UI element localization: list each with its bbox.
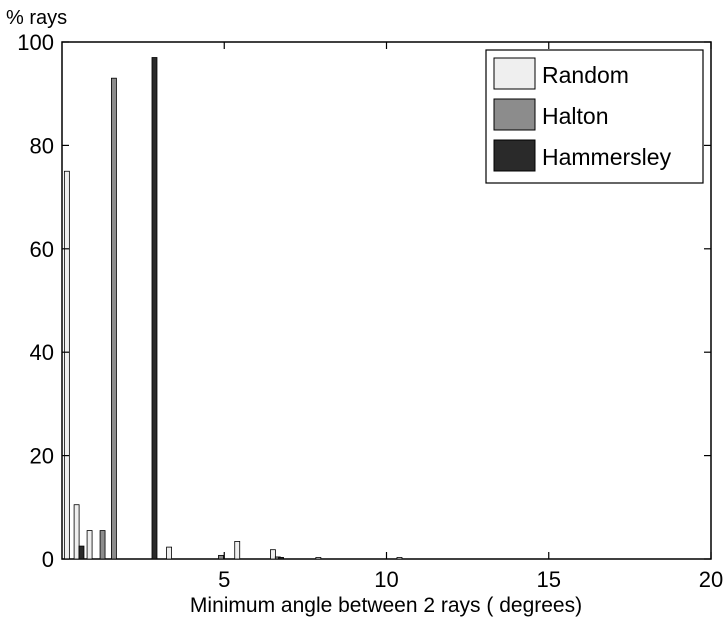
axes-group: 0 20 40 60 80 100 5 10 15 20 [17, 30, 723, 592]
y-tick-label: 80 [30, 133, 54, 158]
bar-hammersley-0 [78, 545, 85, 560]
bar-random-3 [166, 546, 172, 560]
y-tick-label: 0 [42, 547, 54, 572]
legend-swatch-halton [493, 98, 536, 131]
bar-random-7 [396, 557, 403, 560]
x-tick-label: 15 [537, 567, 561, 592]
y-axis-label: % rays [6, 7, 67, 29]
x-tick-label: 20 [699, 567, 723, 592]
legend-swatch-random [493, 57, 536, 90]
legend-label-hammersley: Hammersley [542, 144, 672, 170]
bar-random-5 [270, 549, 276, 560]
legend: Random Halton Hammersley [485, 49, 704, 184]
y-tick-label: 100 [17, 30, 54, 55]
bar-random-6 [315, 557, 322, 560]
bar-random-4 [234, 541, 241, 560]
bar-hammersley-2 [278, 557, 284, 560]
x-tick-label: 10 [374, 567, 398, 592]
bar-hammersley-1 [151, 57, 158, 560]
legend-label-halton: Halton [542, 103, 608, 129]
y-tick-label: 40 [30, 340, 54, 365]
bar-random-2 [86, 530, 93, 560]
bar-random-0 [63, 170, 70, 560]
y-tick-label: 60 [30, 237, 54, 262]
bar-random-1 [73, 504, 80, 560]
legend-swatch-hammersley [493, 139, 536, 172]
x-tick-label: 5 [218, 567, 230, 592]
bar-halton-2 [218, 554, 224, 560]
bar-halton-1 [111, 77, 117, 560]
bar-halton-0 [99, 530, 106, 560]
legend-label-random: Random [542, 62, 629, 88]
x-axis-label: Minimum angle between 2 rays ( degrees) [190, 594, 582, 617]
bars-group [63, 57, 403, 560]
y-tick-label: 20 [30, 444, 54, 469]
